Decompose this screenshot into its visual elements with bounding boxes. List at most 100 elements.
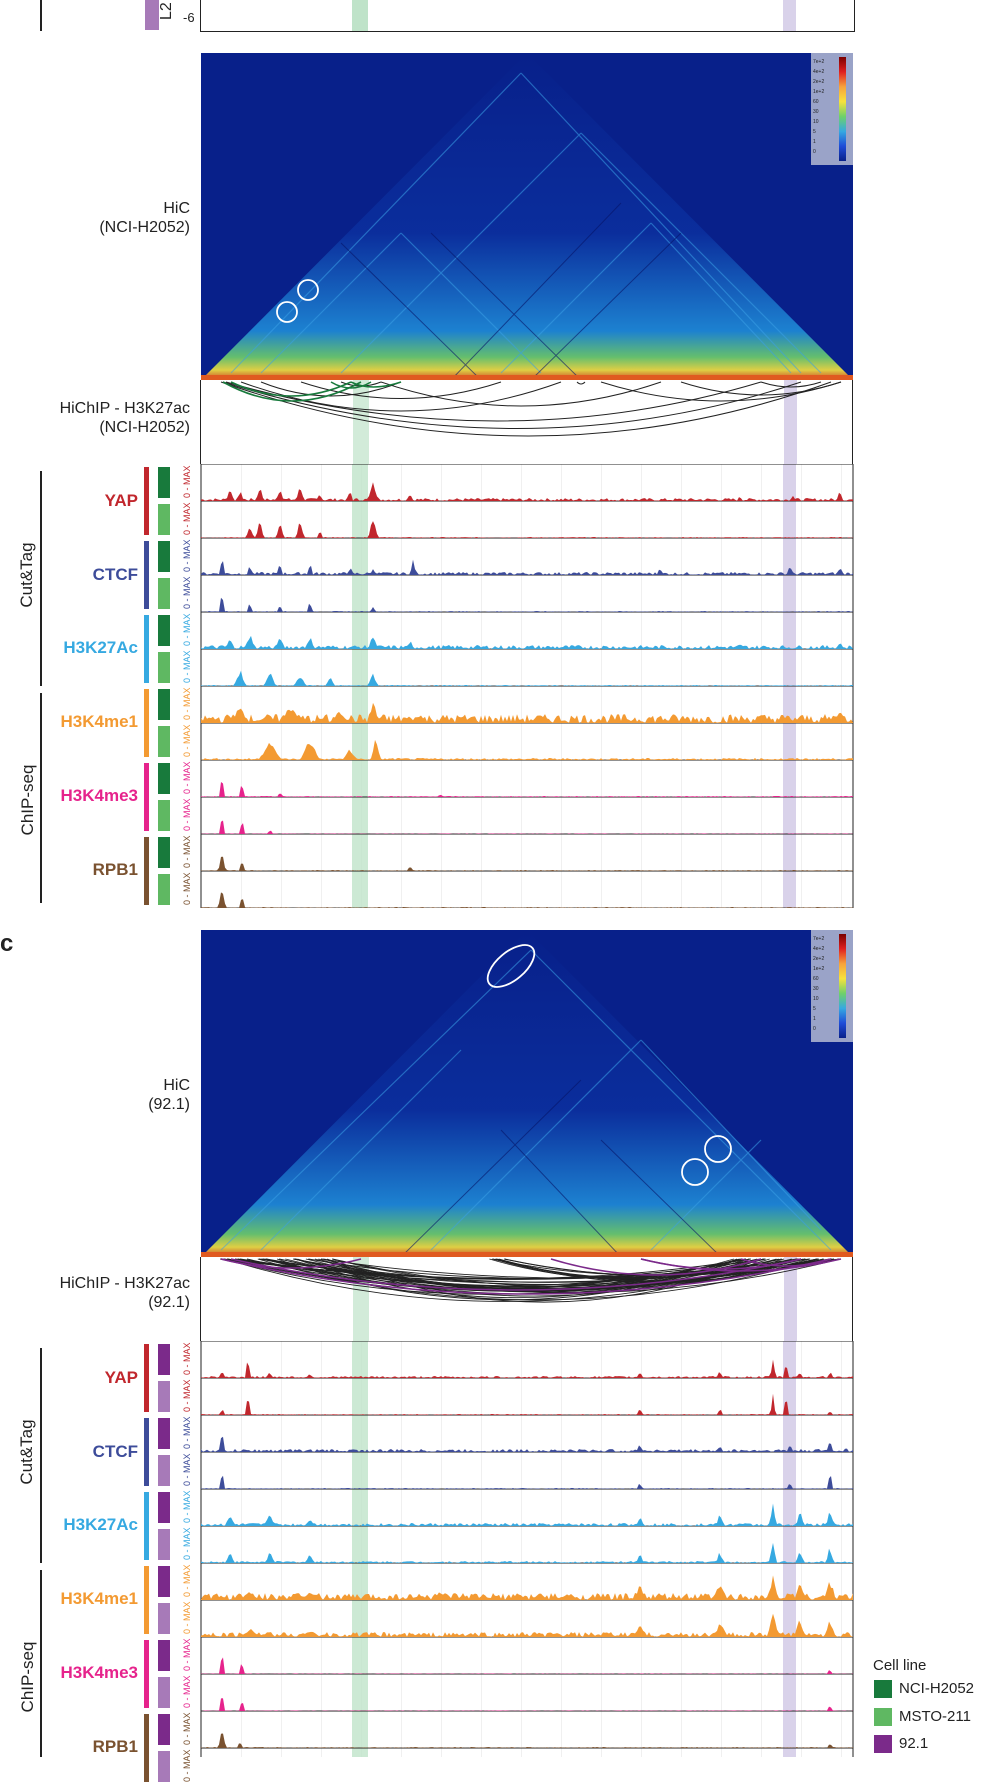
loop-arc: [237, 1258, 840, 1287]
loop-arc-highlight: [220, 1258, 832, 1295]
hichip-c-frame: [200, 1257, 853, 1341]
hic-b-colorbar-ticks: 7e+2 4e+2 2e+2 1e+2 60 30 10 5 1 0: [813, 59, 825, 155]
cuttag-c-label: Cut&Tag: [17, 1419, 36, 1485]
yap-b-label: YAP: [104, 491, 138, 510]
cell-line-square: [158, 1455, 170, 1486]
h3k27ac-color-bar: [144, 615, 149, 683]
signal-track: [201, 1436, 853, 1452]
h3k4me1-color-bar: [144, 689, 149, 757]
legend-swatch-92: [874, 1735, 892, 1753]
cell-line-square: [158, 1751, 170, 1782]
hichip-c-label: HiChIP - H3K27ac (92.1): [59, 1275, 190, 1311]
range-label: 0 - MAX: [182, 613, 192, 646]
range-label: 0 - MAX: [182, 539, 192, 572]
range-label: 0 - MAX: [182, 1342, 192, 1375]
cell-line-square: [158, 1492, 170, 1523]
hic-b-colorbar-gradient: [839, 57, 846, 161]
cell-line-square: [158, 1640, 170, 1671]
range-label: 0 - MAX: [182, 835, 192, 868]
signal-track: [201, 1475, 853, 1489]
cell-line-square: [158, 1714, 170, 1745]
signal-track: [201, 1503, 853, 1526]
chipseq-b-label: ChIP-seq: [18, 764, 37, 836]
cell-line-square: [158, 578, 170, 609]
cell-line-square: [158, 1603, 170, 1634]
range-label: 0 - MAX: [182, 1527, 192, 1560]
hichip-c-arcs: [220, 1257, 842, 1341]
range-label: 0 - MAX: [182, 1712, 192, 1745]
cell-line-square: [158, 652, 170, 683]
cell-line-square: [158, 1529, 170, 1560]
cell-line-square: [158, 800, 170, 831]
cuttag-c-bracket: [40, 1348, 42, 1563]
h3k27ac-c-label: H3K27Ac: [63, 1515, 138, 1534]
cell-line-square: [158, 874, 170, 905]
h3k4me3-color-bar: [144, 763, 149, 831]
legend-swatch-nci: [874, 1680, 892, 1698]
cell-line-square: [158, 1344, 170, 1375]
cell-line-square: [158, 615, 170, 646]
h3k27ac-b-label: H3K27Ac: [63, 638, 138, 657]
cell-line-square: [158, 837, 170, 868]
hic-c-colorbar-gradient: [839, 934, 846, 1038]
yap-color-bar: [144, 467, 149, 535]
cell-line-square: [158, 1381, 170, 1412]
loop-arc-highlight: [230, 1258, 802, 1291]
loop-arc: [294, 1258, 824, 1291]
range-label: 0 - MAX: [182, 1416, 192, 1449]
loop-arc: [246, 1258, 806, 1292]
cell-line-square: [158, 1566, 170, 1597]
loop-arc-highlight: [740, 1258, 832, 1267]
cell-line-square: [158, 541, 170, 572]
legend-swatch-msto: [874, 1708, 892, 1726]
top-partial-tick: -6: [183, 10, 195, 25]
hic-b-heatmap: [201, 53, 853, 380]
tracks-c: [200, 1341, 854, 1757]
hichip-b-label: HiChIP - H3K27ac (NCI-H2052): [59, 400, 190, 436]
panel-c-letter: c: [0, 930, 14, 957]
legend-item-92: 92.1: [899, 1735, 929, 1752]
top-partial-highlight-2: [783, 0, 796, 31]
hic-c-colorbar-ticks: 7e+2 4e+2 2e+2 1e+2 60 30 10 5 1 0: [813, 936, 825, 1032]
cuttag-b-label: Cut&Tag: [17, 542, 36, 608]
cell-line-square: [158, 504, 170, 535]
yap-color-bar: [144, 1344, 149, 1412]
chipseq-c-bracket: [40, 1570, 42, 1757]
chipseq-c-label: ChIP-seq: [18, 1641, 37, 1713]
ctcf-b-label: CTCF: [92, 565, 138, 584]
range-label: 0 - MAX: [182, 1601, 192, 1634]
rpb1-b-label: RPB1: [92, 860, 138, 879]
h3k27ac-color-bar: [144, 1492, 149, 1560]
range-label: 0 - MAX: [182, 1638, 192, 1671]
cell-line-square: [158, 1677, 170, 1708]
signal-track: [201, 670, 853, 686]
range-label: 0 - MAX: [182, 1490, 192, 1523]
loop-arc: [258, 1258, 751, 1280]
signal-track: [201, 1575, 853, 1600]
loop-arc: [223, 1258, 747, 1289]
hic-c-heatmap: [201, 930, 853, 1257]
hichip-b-arcs: [220, 380, 842, 464]
loop-arc-highlight: [550, 1258, 762, 1276]
range-label: 0 - MAX: [182, 1564, 192, 1597]
loop-arc-highlight: [220, 1258, 362, 1269]
signal-track: [201, 482, 853, 501]
h3k4me1-color-bar: [144, 1566, 149, 1634]
range-label: 0 - MAX: [182, 1675, 192, 1708]
cell-line-square: [158, 763, 170, 794]
range-label: 0 - MAX: [182, 798, 192, 831]
top-partial-ylabel: L2: [158, 2, 175, 20]
range-label: 0 - MAX: [182, 502, 192, 535]
range-label: 0 - MAX: [182, 872, 192, 905]
top-partial-bracket: [40, 0, 42, 31]
h3k4me1-b-label: H3K4me1: [60, 712, 139, 731]
signal-track: [201, 1393, 853, 1415]
h3k4me3-c-label: H3K4me3: [60, 1663, 139, 1682]
top-partial-highlight: [352, 0, 368, 31]
ctcf-color-bar: [144, 1418, 149, 1486]
h3k4me3-b-label: H3K4me3: [60, 786, 139, 805]
chipseq-b-bracket: [40, 693, 42, 903]
hic-b-colorbar: 7e+2 4e+2 2e+2 1e+2 60 30 10 5 1 0: [811, 53, 853, 165]
signal-track: [201, 702, 853, 723]
range-label: 0 - MAX: [182, 650, 192, 683]
